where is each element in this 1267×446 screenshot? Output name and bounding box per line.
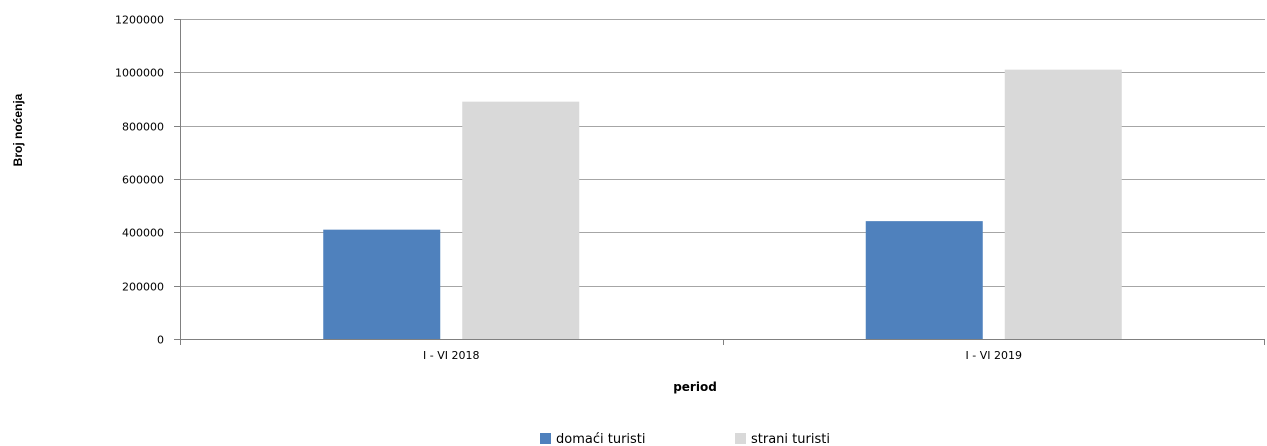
y-tick-label: 600000 bbox=[122, 174, 164, 187]
legend-swatch bbox=[540, 433, 551, 444]
bar-strani-1 bbox=[1004, 69, 1122, 340]
y-tick-label: 800000 bbox=[122, 121, 164, 134]
y-tick-label: 1200000 bbox=[115, 14, 164, 27]
bar-strani-0 bbox=[462, 101, 580, 340]
x-tick-label: I - VI 2018 bbox=[423, 349, 479, 362]
y-axis-label: Broj noćenja bbox=[11, 93, 25, 166]
y-tick-label: 1000000 bbox=[115, 67, 164, 80]
legend-label: domaći turisti bbox=[556, 432, 646, 446]
legend-label: strani turisti bbox=[751, 432, 830, 446]
legend: domaći turisti strani turisti bbox=[540, 432, 830, 446]
x-axis-ticks: I - VI 2018 I - VI 2019 bbox=[180, 339, 1265, 362]
y-tick-label: 200000 bbox=[122, 281, 164, 294]
axes bbox=[180, 19, 1265, 340]
legend-swatch bbox=[735, 433, 746, 444]
y-tick-label: 0 bbox=[157, 334, 164, 347]
x-tick-label: I - VI 2019 bbox=[966, 349, 1022, 362]
x-axis-label: period bbox=[673, 380, 717, 394]
bar-domaci-0 bbox=[323, 229, 441, 339]
bar-domaci-1 bbox=[865, 221, 983, 339]
y-tick-label: 400000 bbox=[122, 227, 164, 240]
y-axis-ticks: 0 200000 400000 600000 800000 1000000 1200000 bbox=[115, 14, 180, 347]
bars bbox=[323, 69, 1122, 340]
